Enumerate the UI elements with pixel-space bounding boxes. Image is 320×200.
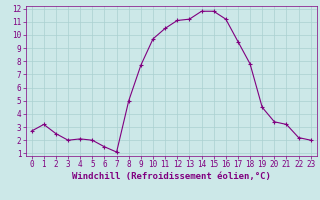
X-axis label: Windchill (Refroidissement éolien,°C): Windchill (Refroidissement éolien,°C) — [72, 172, 271, 181]
